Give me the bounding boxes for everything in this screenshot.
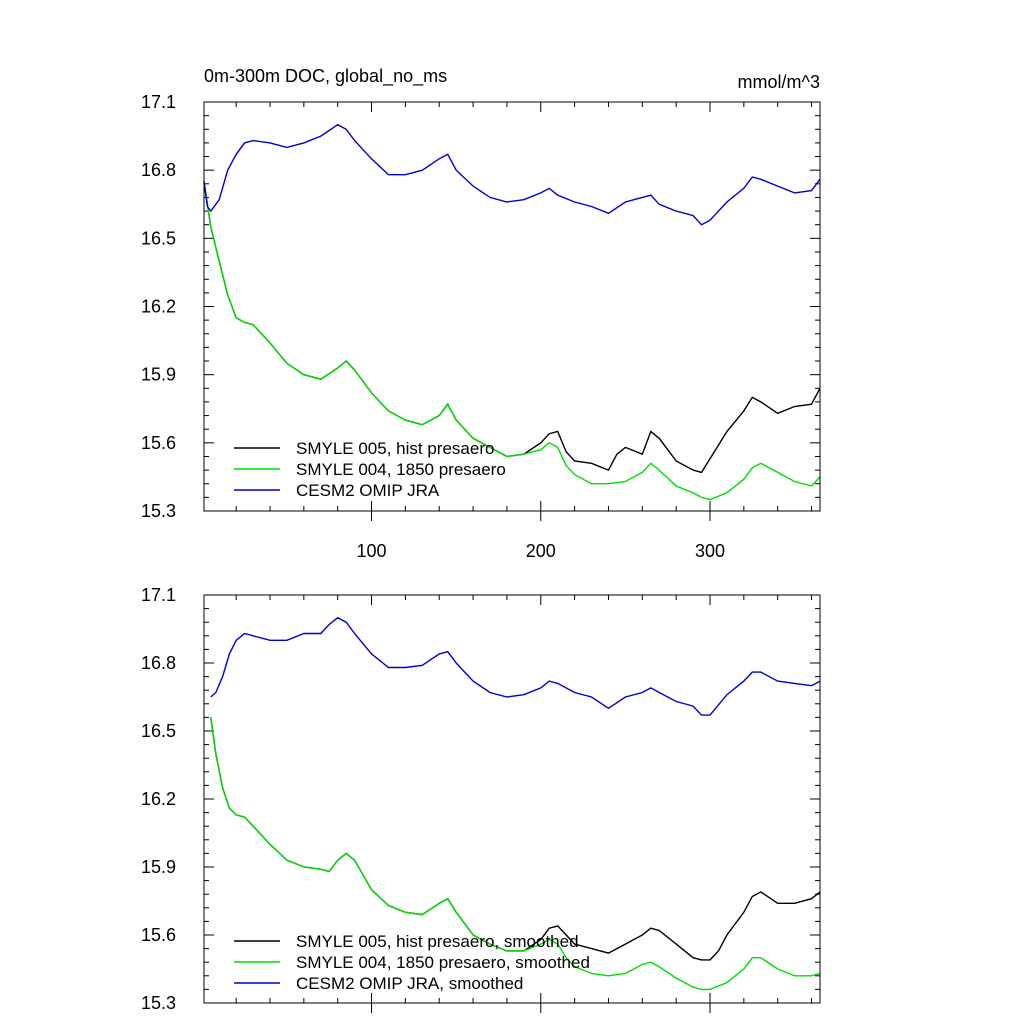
series-line — [210, 717, 821, 961]
chart-title: 0m-300m DOC, global_no_ms — [204, 66, 447, 87]
legend: SMYLE 005, hist presaero, smoothed SMYLE… — [234, 932, 590, 993]
x-tick-label: 100 — [357, 541, 387, 561]
y-tick-label: 16.2 — [141, 297, 176, 317]
y-tick-label: 17.1 — [141, 92, 176, 112]
x-tick-label: 200 — [526, 541, 556, 561]
y-tick-label: 17.1 — [141, 585, 176, 605]
top-panel: 0m-300m DOC, global_no_ms mmol/m^3 15.3 … — [141, 66, 821, 561]
legend-label: SMYLE 004, 1850 presaero — [296, 460, 506, 479]
series-lines — [210, 616, 821, 991]
x-tick-label: 300 — [695, 541, 725, 561]
legend-label: SMYLE 004, 1850 presaero, smoothed — [296, 953, 590, 972]
plot-frame — [203, 594, 821, 1004]
y-tick-label: 15.3 — [141, 501, 176, 521]
y-tick-label: 15.9 — [141, 365, 176, 385]
series-line — [203, 123, 821, 226]
x-axis-tick-labels: 100 200 300 — [357, 541, 726, 561]
legend-label: SMYLE 005, hist presaero, smoothed — [296, 932, 579, 951]
y-axis-tick-labels: 15.3 15.6 15.9 16.2 16.5 16.8 17.1 — [141, 585, 176, 1013]
series-line — [210, 717, 821, 991]
legend: SMYLE 005, hist presaero SMYLE 004, 1850… — [234, 439, 506, 500]
y-tick-label: 15.9 — [141, 857, 176, 877]
legend-label: SMYLE 005, hist presaero — [296, 439, 494, 458]
y-tick-label: 15.6 — [141, 433, 176, 453]
y-tick-label: 15.6 — [141, 925, 176, 945]
y-tick-label: 16.5 — [141, 721, 176, 741]
y-tick-label: 15.3 — [141, 993, 176, 1013]
bottom-panel: 15.3 15.6 15.9 16.2 16.5 16.8 17.1 SMYLE… — [141, 585, 821, 1013]
y-tick-label: 16.2 — [141, 789, 176, 809]
y-tick-label: 16.5 — [141, 228, 176, 248]
legend-label: CESM2 OMIP JRA — [296, 481, 440, 500]
series-lines — [203, 123, 821, 501]
y-tick-label: 16.8 — [141, 653, 176, 673]
plot-frame — [203, 101, 821, 512]
units-label: mmol/m^3 — [738, 72, 820, 92]
y-tick-label: 16.8 — [141, 160, 176, 180]
legend-label: CESM2 OMIP JRA, smoothed — [296, 974, 523, 993]
y-axis-tick-labels: 15.3 15.6 15.9 16.2 16.5 16.8 17.1 — [141, 92, 176, 521]
series-line — [203, 181, 821, 501]
series-line — [203, 181, 821, 474]
axis-ticks — [204, 594, 820, 1013]
axis-ticks — [204, 101, 820, 521]
series-line — [210, 616, 821, 716]
